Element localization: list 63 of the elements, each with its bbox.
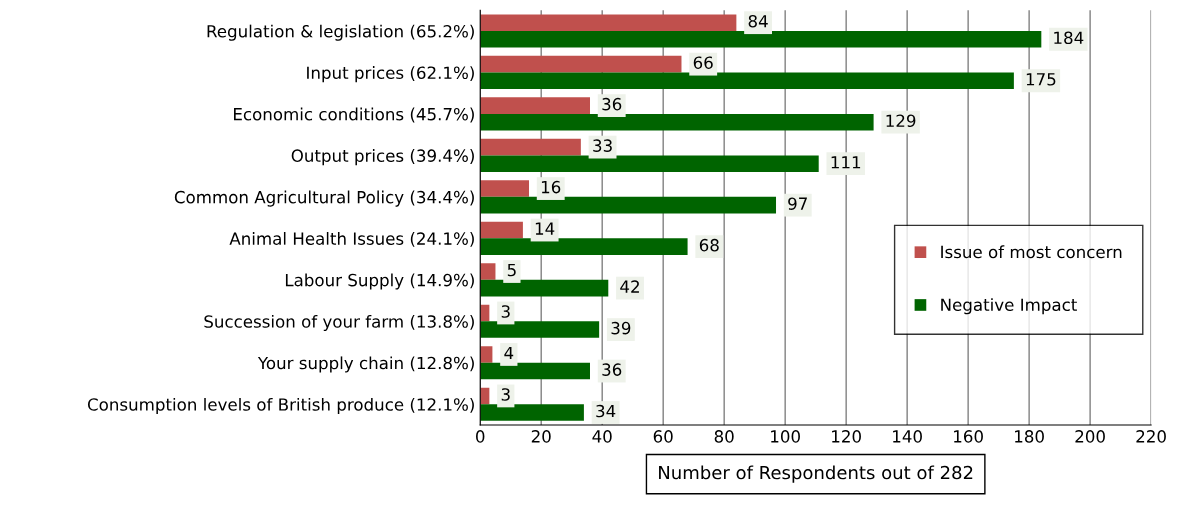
x-tick-label: 0 <box>476 430 485 443</box>
data-label: 14 <box>535 222 555 235</box>
data-label: 16 <box>541 180 561 194</box>
bar <box>480 30 1042 48</box>
x-tick-label: 220 <box>1136 430 1166 443</box>
y-tick-label: Output prices (39.4%) <box>291 149 474 166</box>
y-tick-label: Succession of your farm (13.8%) <box>204 314 474 332</box>
data-label: 3 <box>501 305 510 318</box>
x-tick-label: 60 <box>653 430 673 443</box>
data-label: 39 <box>611 321 631 335</box>
data-label: 184 <box>1054 31 1084 45</box>
x-tick-label: 160 <box>954 430 983 443</box>
bar <box>480 14 737 31</box>
y-tick-label: Consumption levels of British produce (12.1%) <box>87 397 474 415</box>
y-tick-label: Economic conditions (45.7%) <box>234 107 474 123</box>
x-tick-label: 180 <box>1015 430 1044 443</box>
y-tick-label: Regulation & legislation (65.2%) <box>207 24 474 41</box>
bar <box>480 263 496 280</box>
data-label: 175 <box>1026 73 1056 86</box>
data-label: 84 <box>748 14 768 28</box>
data-label: 68 <box>699 238 719 252</box>
data-label: 33 <box>593 139 612 152</box>
bar <box>480 155 819 172</box>
bar <box>480 346 493 363</box>
data-label: 3 <box>501 388 510 401</box>
data-label: 5 <box>507 263 516 277</box>
data-label: 36 <box>602 363 622 376</box>
bar <box>480 404 584 421</box>
data-label: 34 <box>596 404 616 418</box>
data-label: 129 <box>886 114 916 128</box>
y-tick-label: Animal Health Issues (24.1%) <box>229 232 474 247</box>
x-tick-label: 20 <box>531 430 551 443</box>
bar <box>480 238 688 255</box>
x-tick-label: 40 <box>592 430 612 443</box>
x-tick-label: 140 <box>893 430 922 443</box>
bar <box>480 362 590 380</box>
bar <box>480 113 874 131</box>
bar <box>480 55 682 73</box>
bar <box>480 97 590 114</box>
y-tick-label: Your supply chain (12.8%) <box>257 356 474 373</box>
bar <box>480 221 523 239</box>
data-label: 36 <box>602 97 622 111</box>
bar <box>480 72 1014 90</box>
y-tick-label: Labour Supply (14.9%) <box>285 273 474 290</box>
data-label: 66 <box>693 56 713 69</box>
y-tick-label: Input prices (62.1%) <box>307 66 474 83</box>
bar <box>480 138 581 156</box>
x-tick-label: 80 <box>714 430 734 443</box>
x-tick-label: 200 <box>1075 430 1105 443</box>
data-label: 97 <box>788 197 807 210</box>
legend-label: Negative Impact <box>941 298 1077 315</box>
bar <box>480 196 777 214</box>
bar <box>480 180 530 197</box>
data-label: 42 <box>620 280 639 293</box>
legend-label: Issue of most concern <box>941 245 1122 259</box>
bar <box>480 321 600 338</box>
y-tick-label: Common Agricultural Policy (34.4%) <box>174 190 474 207</box>
bar <box>480 279 609 297</box>
data-label: 111 <box>831 156 861 169</box>
data-label: 4 <box>504 346 514 360</box>
x-tick-label: 120 <box>832 430 861 443</box>
x-tick-label: 100 <box>771 430 800 443</box>
x-axis-title: Number of Respondents out of 282 <box>659 465 973 483</box>
